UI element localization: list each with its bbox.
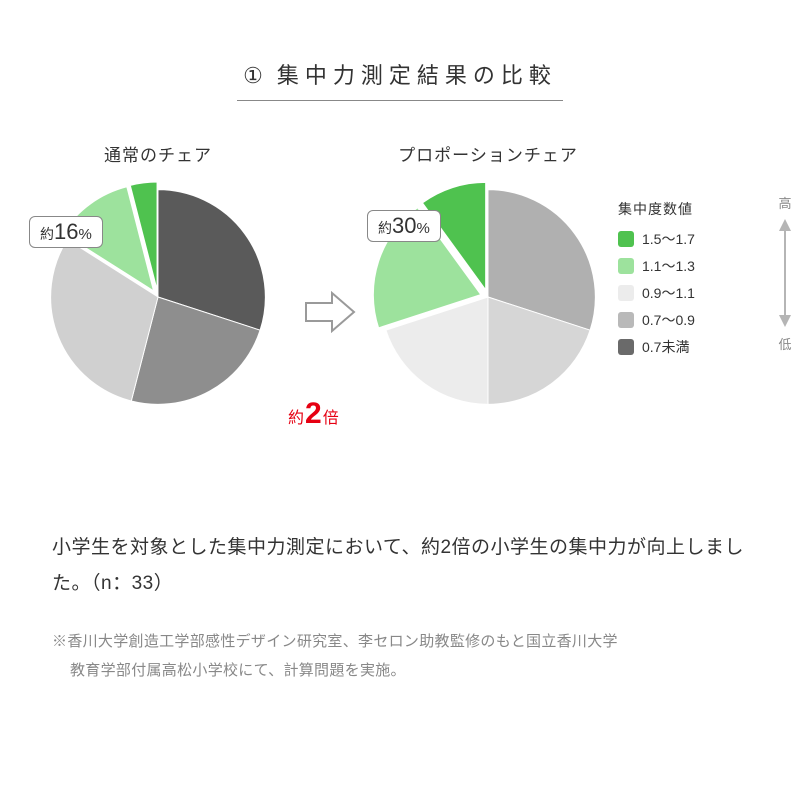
footnote-line2: 教育学部付属高松小学校にて、計算問題を実施。 <box>52 657 760 686</box>
chart-right: プロポーションチェア 約30% <box>358 141 618 412</box>
title-marker: ① <box>243 63 269 88</box>
legend-label: 1.1〜1.3 <box>642 256 695 276</box>
legend-label: 0.7未満 <box>642 337 689 357</box>
legend-row: 0.7〜0.9 <box>618 310 768 330</box>
chart-left: 通常のチェア 約16% <box>28 141 288 412</box>
double-arrow-icon <box>778 219 792 327</box>
footnote: ※香川大学創造工学部感性デザイン研究室、李セロン助教監修のもと国立香川大学 教育… <box>52 628 760 685</box>
legend-swatch <box>618 231 634 247</box>
legend-swatch <box>618 285 634 301</box>
title-row: ① 集中力測定結果の比較 <box>0 0 800 101</box>
page-title: ① 集中力測定結果の比較 <box>237 58 563 101</box>
chart-right-title: プロポーションチェア <box>358 141 618 166</box>
legend-title: 集中度数値 <box>618 199 768 219</box>
charts-area: 通常のチェア 約16% 約2倍 プロポーションチェア 約30% 集中度数値 1.… <box>0 141 800 501</box>
legend-swatch <box>618 258 634 274</box>
legend-items: 1.5〜1.7 1.1〜1.3 0.9〜1.1 0.7〜0.9 0.7未満 <box>618 229 768 357</box>
chart-left-title: 通常のチェア <box>28 141 288 166</box>
title-text: 集中力測定結果の比較 <box>277 63 557 88</box>
footnote-line1: 香川大学創造工学部感性デザイン研究室、李セロン助教監修のもと国立香川大学 <box>67 633 618 650</box>
pie-left-wrap: 約16% <box>43 182 273 412</box>
body-text: 小学生を対象とした集中力測定において、約2倍の小学生の集中力が向上しました。（n… <box>52 530 748 602</box>
arrow-icon <box>304 291 356 333</box>
legend-swatch <box>618 312 634 328</box>
legend-row: 0.7未満 <box>618 337 768 357</box>
arrow-between <box>300 291 360 338</box>
legend-label: 0.9〜1.1 <box>642 283 695 303</box>
legend-row: 1.1〜1.3 <box>618 256 768 276</box>
legend: 集中度数値 1.5〜1.7 1.1〜1.3 0.9〜1.1 0.7〜0.9 0.7未満 <box>618 199 768 364</box>
pie-right-wrap: 約30% <box>373 182 603 412</box>
legend-swatch <box>618 339 634 355</box>
callout-right: 約30% <box>367 210 441 242</box>
callout-left: 約16% <box>29 216 103 248</box>
legend-row: 1.5〜1.7 <box>618 229 768 249</box>
footnote-prefix: ※ <box>52 633 67 650</box>
legend-label: 1.5〜1.7 <box>642 229 695 249</box>
scale-high: 高 <box>778 193 791 212</box>
legend-row: 0.9〜1.1 <box>618 283 768 303</box>
ratio-label: 約2倍 <box>288 397 340 431</box>
scale-arrow: 高 低 <box>778 193 792 353</box>
legend-label: 0.7〜0.9 <box>642 310 695 330</box>
scale-low: 低 <box>778 334 791 353</box>
